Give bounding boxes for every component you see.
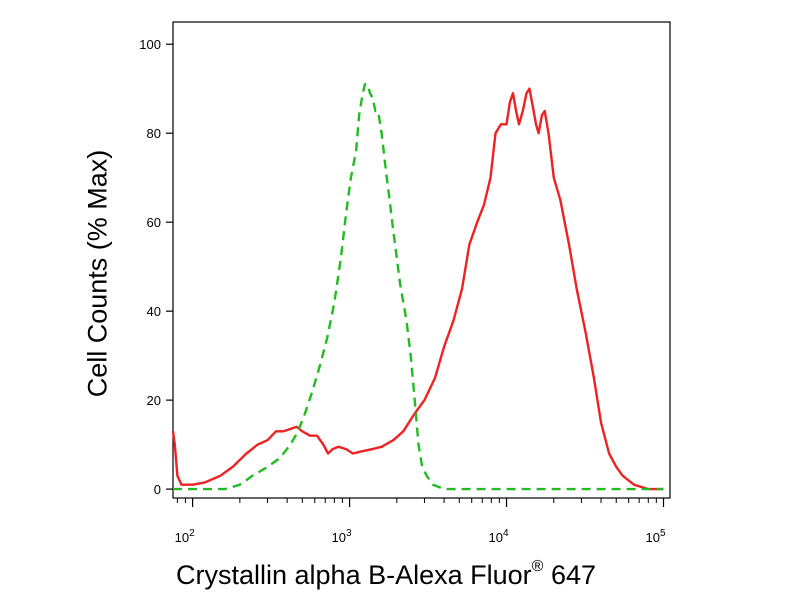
y-tick-label: 100	[139, 37, 161, 52]
x-axis-title: Crystallin alpha B-Alexa Fluor® 647	[176, 558, 596, 591]
x-tick-label: 103	[332, 528, 352, 545]
y-tick-label: 40	[147, 304, 161, 319]
x-axis-title-tail: 647	[543, 560, 596, 590]
y-axis-title: Cell Counts (% Max)	[82, 149, 113, 398]
x-axis-title-main: Crystallin alpha B-Alexa Fluor	[176, 560, 532, 590]
series-layer	[171, 83, 664, 491]
series-line-1	[171, 87, 664, 491]
x-tick-label: 105	[645, 528, 665, 545]
x-tick-label: 102	[175, 528, 195, 545]
y-tick-label: 80	[147, 126, 161, 141]
y-tick-label: 0	[154, 482, 161, 497]
y-axis: 0 20 40 60 80 100	[139, 37, 173, 497]
x-tick-exponent: 5	[660, 528, 666, 539]
x-tick-exponent: 2	[189, 528, 195, 539]
x-tick-exponent: 3	[346, 528, 352, 539]
x-tick-label: 104	[489, 528, 509, 545]
y-tick-label: 60	[147, 215, 161, 230]
x-tick-exponent: 4	[503, 528, 509, 539]
plot-frame	[172, 21, 671, 499]
x-axis-title-registered: ®	[531, 558, 544, 575]
series-line-2	[173, 83, 664, 491]
x-axis: 102 103 104 105	[175, 498, 666, 545]
y-tick-label: 20	[147, 393, 161, 408]
